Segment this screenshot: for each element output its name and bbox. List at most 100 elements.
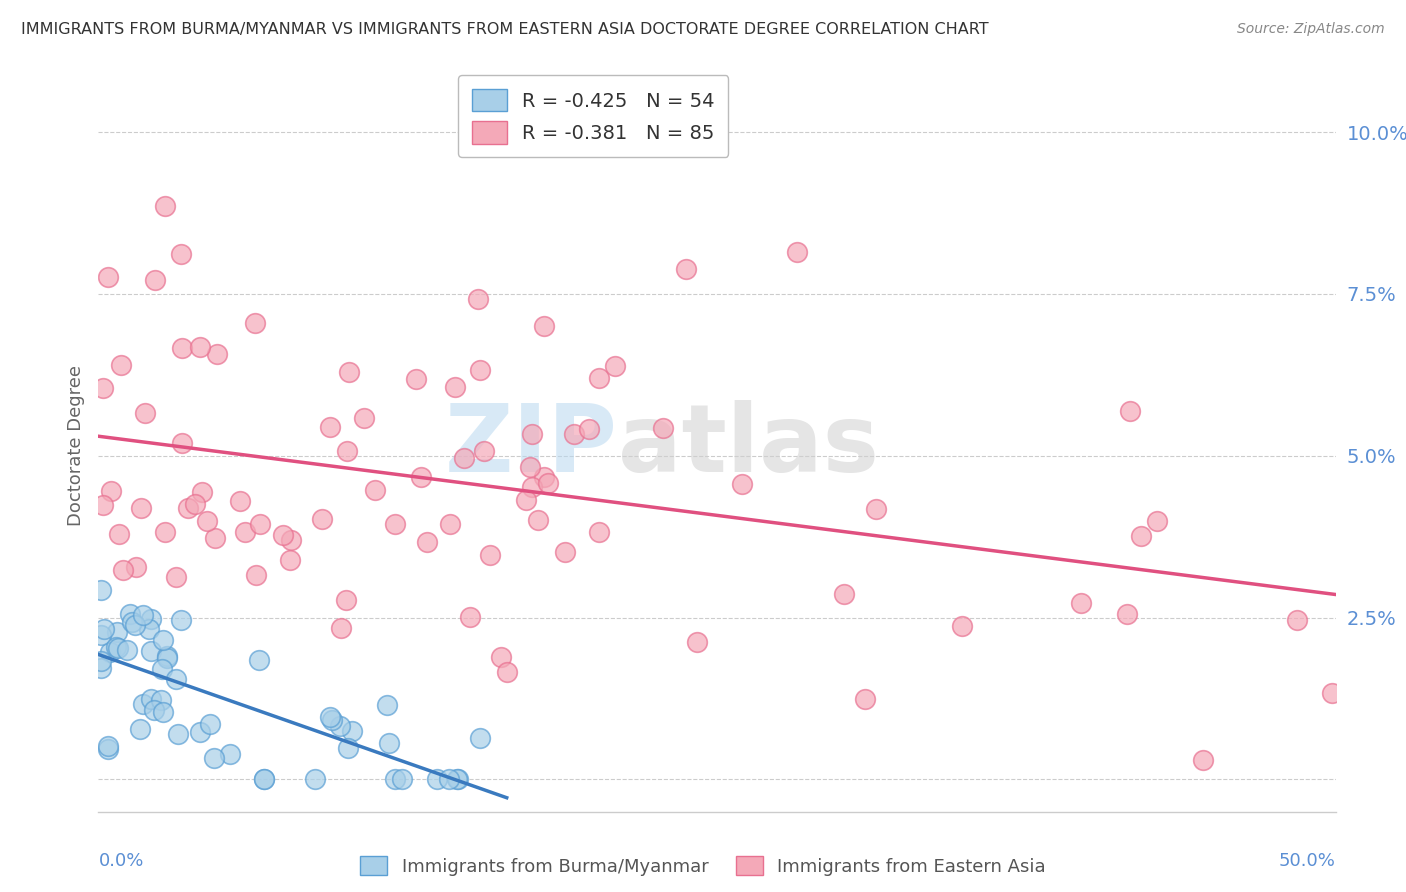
Point (470, 363, 492, 377)
Point (125, 560, 148, 574)
Point (439, 516, 461, 531)
Text: Source: ZipAtlas.com: Source: ZipAtlas.com (1237, 22, 1385, 37)
Point (153, 199, 176, 213)
Point (170, 436, 193, 450)
Point (138, 622, 160, 636)
Text: ZIP: ZIP (446, 400, 619, 492)
Point (603, 359, 626, 373)
Point (253, 772, 276, 787)
Point (124, 618, 146, 632)
Point (141, 612, 163, 626)
Point (188, 340, 211, 354)
Point (375, 698, 398, 713)
Point (253, 772, 276, 787)
Point (578, 422, 600, 436)
Point (1118, 404, 1140, 418)
Point (1286, 613, 1309, 627)
Y-axis label: Doctorate Degree: Doctorate Degree (66, 366, 84, 526)
Point (311, 512, 333, 526)
Point (1129, 529, 1152, 543)
Point (336, 740, 359, 755)
Point (786, 244, 808, 259)
Point (588, 371, 610, 385)
Text: IMMIGRANTS FROM BURMA/MYANMAR VS IMMIGRANTS FROM EASTERN ASIA DOCTORATE DEGREE C: IMMIGRANTS FROM BURMA/MYANMAR VS IMMIGRA… (21, 22, 988, 37)
Point (90, 661, 112, 675)
Point (832, 586, 855, 600)
Point (121, 615, 143, 629)
Point (364, 483, 387, 498)
Point (153, 524, 176, 539)
Point (129, 500, 152, 515)
Point (336, 444, 359, 458)
Point (353, 410, 375, 425)
Point (950, 619, 973, 633)
Point (139, 691, 162, 706)
Point (165, 570, 187, 584)
Point (143, 702, 166, 716)
Point (243, 316, 266, 330)
Point (411, 470, 433, 484)
Point (321, 714, 343, 728)
Point (446, 772, 468, 787)
Point (1192, 753, 1215, 767)
Point (104, 640, 127, 654)
Point (271, 527, 294, 541)
Point (1115, 607, 1137, 622)
Point (588, 525, 610, 540)
Point (183, 497, 205, 511)
Point (685, 634, 707, 648)
Point (90, 654, 112, 668)
Point (129, 722, 152, 736)
Point (169, 613, 191, 627)
Point (304, 772, 326, 787)
Point (170, 247, 193, 261)
Point (467, 292, 489, 306)
Point (195, 514, 218, 528)
Point (335, 593, 357, 607)
Point (202, 751, 225, 765)
Text: 0.0%: 0.0% (98, 852, 143, 870)
Legend: R = -0.425   N = 54, R = -0.381   N = 85: R = -0.425 N = 54, R = -0.381 N = 85 (458, 75, 728, 157)
Point (489, 650, 512, 665)
Point (318, 709, 340, 723)
Point (384, 517, 406, 532)
Point (115, 642, 138, 657)
Point (533, 470, 555, 484)
Point (249, 516, 271, 531)
Point (177, 500, 200, 515)
Point (105, 624, 128, 639)
Point (496, 665, 519, 679)
Point (229, 494, 252, 508)
Point (468, 731, 491, 746)
Point (110, 358, 132, 372)
Point (391, 772, 413, 787)
Point (139, 644, 162, 658)
Point (111, 563, 134, 577)
Point (554, 545, 576, 559)
Point (188, 724, 211, 739)
Point (97, 269, 120, 284)
Point (90, 582, 112, 597)
Point (472, 444, 495, 458)
Point (278, 552, 301, 566)
Point (191, 484, 214, 499)
Point (537, 475, 560, 490)
Point (515, 492, 537, 507)
Point (652, 421, 675, 435)
Point (526, 513, 548, 527)
Point (865, 501, 887, 516)
Point (97, 739, 120, 754)
Point (156, 648, 179, 663)
Point (167, 727, 190, 741)
Point (330, 621, 353, 635)
Point (280, 533, 302, 547)
Point (730, 476, 752, 491)
Point (533, 318, 555, 333)
Point (329, 719, 352, 733)
Point (378, 736, 401, 750)
Point (444, 379, 467, 393)
Point (415, 534, 437, 549)
Point (108, 526, 131, 541)
Point (1146, 514, 1168, 528)
Point (458, 610, 481, 624)
